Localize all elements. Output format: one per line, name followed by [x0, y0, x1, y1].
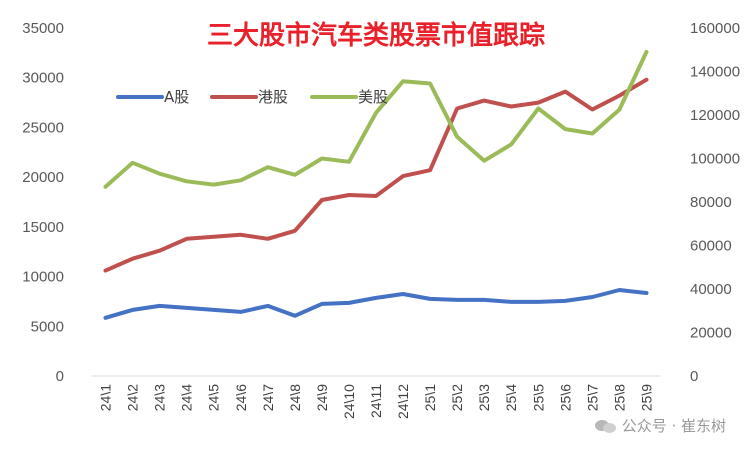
legend-label: A股 — [164, 88, 189, 106]
legend-label: 美股 — [358, 88, 388, 106]
x-tick-label: 25\5 — [530, 384, 546, 411]
x-tick-label: 24\2 — [125, 384, 141, 411]
chart-title: 三大股市汽车类股票市值跟踪 — [207, 20, 545, 51]
y-right-tick-label: 140000 — [690, 64, 740, 81]
x-tick-label: 24\4 — [179, 384, 195, 411]
series-line-港股 — [103, 77, 649, 273]
series-line-A股 — [103, 288, 649, 320]
x-tick-label: 25\4 — [503, 384, 519, 411]
watermark: 公众号 · 崔东树 — [594, 415, 726, 436]
y-left-tick-label: 25000 — [22, 119, 64, 136]
wechat-icon — [594, 418, 617, 434]
y-right-tick-label: 80000 — [690, 194, 732, 211]
x-tick-label: 24\3 — [152, 384, 168, 411]
y-left-tick-label: 5000 — [31, 318, 64, 335]
y-left-tick-label: 0 — [56, 368, 64, 385]
x-tick-label: 24\12 — [395, 384, 411, 419]
legend: A股 港股 美股 — [116, 88, 388, 106]
x-tick-label: 25\7 — [584, 384, 600, 411]
y-left-tick-label: 20000 — [22, 169, 64, 186]
x-tick-label: 24\6 — [233, 384, 249, 411]
series-lines — [103, 49, 649, 320]
series-line-美股 — [103, 49, 649, 189]
y-right-tick-label: 160000 — [690, 20, 740, 37]
y-right-tick-label: 0 — [690, 368, 698, 385]
x-tick-label: 25\2 — [449, 384, 465, 411]
y-left-tick-label: 35000 — [22, 20, 64, 37]
y-left-tick-label: 30000 — [22, 70, 64, 87]
y-right-tick-label: 20000 — [690, 325, 732, 342]
x-tick-label: 24\7 — [260, 384, 276, 411]
x-tick-label: 24\9 — [314, 384, 330, 411]
legend-label: 港股 — [258, 88, 288, 106]
x-tick-label: 25\6 — [557, 384, 573, 411]
x-tick-label: 24\1 — [98, 384, 114, 411]
y-right-tick-label: 120000 — [690, 107, 740, 124]
y-right-tick-label: 40000 — [690, 281, 732, 298]
x-tick-label: 24\11 — [368, 384, 384, 418]
y-right-tick-label: 100000 — [690, 151, 740, 168]
x-tick-label: 25\3 — [476, 384, 492, 411]
x-tick-label: 24\10 — [341, 384, 357, 419]
watermark-text: 公众号 · 崔东树 — [621, 417, 726, 435]
y-left-tick-label: 10000 — [22, 269, 64, 286]
axes: 0 5000 10000 15000 20000 25000 30000 35000 0 2000… — [22, 20, 740, 419]
x-tick-label: 25\9 — [638, 384, 654, 411]
x-tick-label: 25\1 — [422, 384, 438, 411]
x-tick-label: 25\8 — [611, 384, 627, 411]
y-left-tick-label: 15000 — [22, 219, 64, 236]
x-tick-label: 24\5 — [206, 384, 222, 411]
x-tick-label: 24\8 — [287, 384, 303, 411]
y-right-tick-label: 60000 — [690, 238, 732, 255]
